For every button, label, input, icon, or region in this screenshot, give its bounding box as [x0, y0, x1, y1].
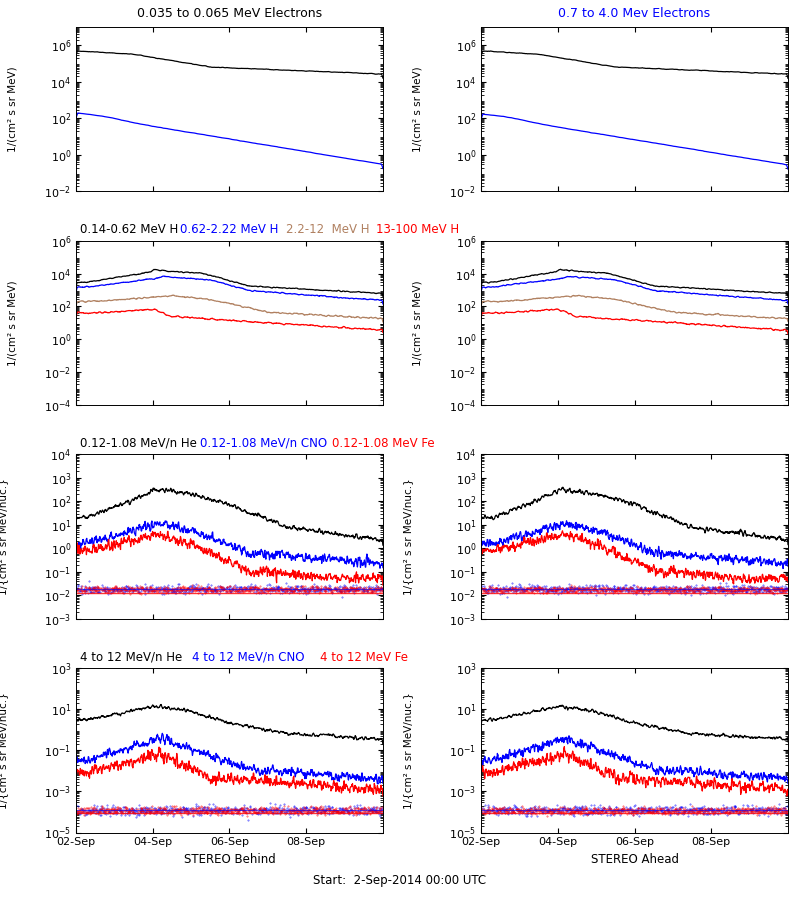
Text: 4 to 12 MeV Fe: 4 to 12 MeV Fe — [320, 651, 408, 663]
Y-axis label: 1/(cm² s sr MeV): 1/(cm² s sr MeV) — [8, 280, 18, 365]
Text: 4 to 12 MeV/n CNO: 4 to 12 MeV/n CNO — [192, 651, 305, 663]
Text: 0.14-0.62 MeV H: 0.14-0.62 MeV H — [80, 223, 178, 236]
Text: 13-100 MeV H: 13-100 MeV H — [376, 223, 459, 236]
Y-axis label: 1/{cm² s sr MeV/nuc.}: 1/{cm² s sr MeV/nuc.} — [403, 692, 414, 809]
Text: 0.7 to 4.0 Mev Electrons: 0.7 to 4.0 Mev Electrons — [558, 7, 710, 20]
X-axis label: STEREO Ahead: STEREO Ahead — [590, 853, 678, 866]
Text: 0.035 to 0.065 MeV Electrons: 0.035 to 0.065 MeV Electrons — [137, 7, 322, 20]
Y-axis label: 1/{cm² s sr MeV/nuc.}: 1/{cm² s sr MeV/nuc.} — [0, 692, 9, 809]
X-axis label: STEREO Behind: STEREO Behind — [183, 853, 275, 866]
Text: 0.12-1.08 MeV Fe: 0.12-1.08 MeV Fe — [332, 436, 434, 450]
Y-axis label: 1/(cm² s sr MeV): 1/(cm² s sr MeV) — [413, 67, 422, 152]
Text: 4 to 12 MeV/n He: 4 to 12 MeV/n He — [80, 651, 182, 663]
Text: 0.12-1.08 MeV/n CNO: 0.12-1.08 MeV/n CNO — [200, 436, 327, 450]
Y-axis label: 1/{cm² s sr MeV/nuc.}: 1/{cm² s sr MeV/nuc.} — [403, 478, 414, 595]
Text: 0.12-1.08 MeV/n He: 0.12-1.08 MeV/n He — [80, 436, 197, 450]
Y-axis label: 1/(cm² s sr MeV): 1/(cm² s sr MeV) — [8, 67, 18, 152]
Y-axis label: 1/(cm² s sr MeV): 1/(cm² s sr MeV) — [413, 280, 422, 365]
Text: 2.2-12  MeV H: 2.2-12 MeV H — [286, 223, 370, 236]
Y-axis label: 1/{cm² s sr MeV/nuc.}: 1/{cm² s sr MeV/nuc.} — [0, 478, 9, 595]
Text: 0.62-2.22 MeV H: 0.62-2.22 MeV H — [180, 223, 278, 236]
Text: Start:  2-Sep-2014 00:00 UTC: Start: 2-Sep-2014 00:00 UTC — [314, 874, 486, 886]
